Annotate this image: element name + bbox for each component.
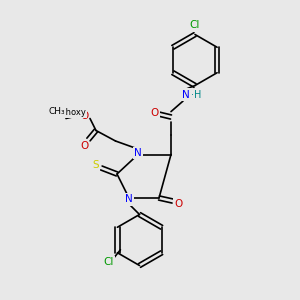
Text: O: O	[150, 107, 159, 118]
Text: O: O	[174, 199, 183, 209]
Text: Cl: Cl	[190, 20, 200, 31]
Text: CH₃: CH₃	[49, 106, 65, 116]
Text: N: N	[125, 194, 133, 205]
Text: O: O	[80, 140, 88, 151]
Text: Cl: Cl	[103, 257, 114, 267]
Text: N: N	[182, 89, 190, 100]
Text: methoxy: methoxy	[49, 108, 86, 117]
Text: ·H: ·H	[191, 89, 202, 100]
Text: O: O	[80, 111, 88, 122]
Text: S: S	[93, 160, 99, 170]
Text: N: N	[134, 148, 142, 158]
